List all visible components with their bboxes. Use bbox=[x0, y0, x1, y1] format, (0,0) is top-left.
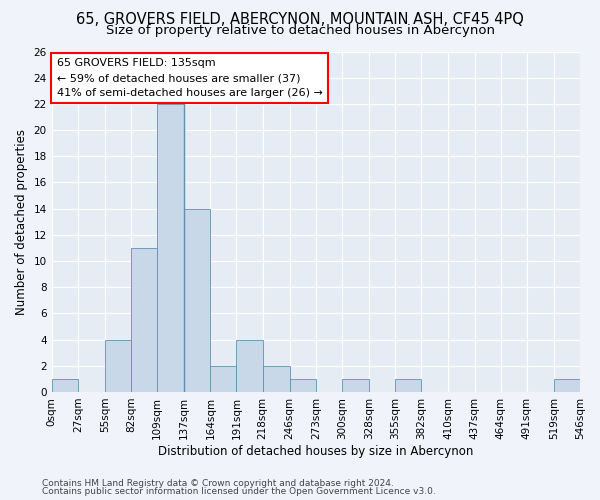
Text: 65 GROVERS FIELD: 135sqm
← 59% of detached houses are smaller (37)
41% of semi-d: 65 GROVERS FIELD: 135sqm ← 59% of detach… bbox=[57, 58, 323, 98]
Bar bbox=[157, 104, 184, 392]
Bar bbox=[395, 379, 421, 392]
Bar bbox=[211, 366, 236, 392]
Bar bbox=[184, 208, 211, 392]
Text: Contains public sector information licensed under the Open Government Licence v3: Contains public sector information licen… bbox=[42, 487, 436, 496]
Bar bbox=[105, 340, 131, 392]
Text: Size of property relative to detached houses in Abercynon: Size of property relative to detached ho… bbox=[106, 24, 494, 37]
Bar bbox=[263, 366, 290, 392]
Y-axis label: Number of detached properties: Number of detached properties bbox=[15, 128, 28, 314]
Text: Contains HM Land Registry data © Crown copyright and database right 2024.: Contains HM Land Registry data © Crown c… bbox=[42, 478, 394, 488]
Bar bbox=[554, 379, 580, 392]
Bar bbox=[131, 248, 157, 392]
Text: 65, GROVERS FIELD, ABERCYNON, MOUNTAIN ASH, CF45 4PQ: 65, GROVERS FIELD, ABERCYNON, MOUNTAIN A… bbox=[76, 12, 524, 28]
Bar bbox=[52, 379, 78, 392]
X-axis label: Distribution of detached houses by size in Abercynon: Distribution of detached houses by size … bbox=[158, 444, 473, 458]
Bar bbox=[236, 340, 263, 392]
Bar bbox=[342, 379, 369, 392]
Bar bbox=[290, 379, 316, 392]
